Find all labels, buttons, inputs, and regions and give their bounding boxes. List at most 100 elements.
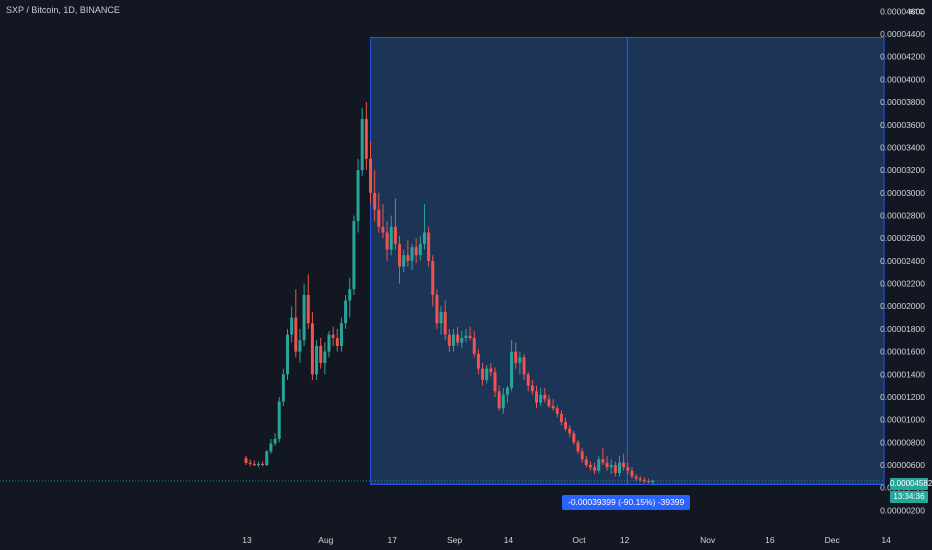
candle-body: [310, 323, 314, 375]
candle-body: [568, 428, 572, 434]
candle-body: [638, 478, 642, 480]
candle-body: [298, 340, 302, 352]
time-tick-label: Oct: [572, 535, 586, 545]
candle-body: [642, 479, 646, 481]
time-tick-label: Aug: [318, 535, 333, 545]
candle-body: [373, 192, 377, 210]
candle-body: [389, 226, 393, 250]
candle-body: [626, 467, 630, 471]
chart-legend: SXP / Bitcoin, 1D, BINANCE: [6, 5, 120, 15]
candle-body: [294, 317, 298, 352]
price-tick-label: 0.00003600: [880, 120, 925, 130]
legend-sep-1: ,: [58, 5, 64, 15]
candle-body: [559, 413, 563, 422]
price-tick-label: 0.00003400: [880, 142, 925, 152]
candle-body: [327, 334, 331, 352]
candle-body: [510, 351, 514, 388]
candle-body: [597, 459, 601, 471]
time-tick-label: Nov: [700, 535, 716, 545]
candles-group: [244, 102, 655, 485]
candle-body: [360, 119, 364, 171]
last-price-tag: 0.00004582: [890, 478, 932, 490]
price-tick-label: 0.00004400: [880, 29, 925, 39]
candle-body: [252, 463, 256, 466]
candle-body: [244, 458, 248, 463]
time-tick-label: 14: [881, 535, 891, 545]
candle-body: [369, 158, 372, 193]
time-tick-label: 12: [620, 535, 630, 545]
price-tick-label: 0.00002400: [880, 256, 925, 266]
candle-body: [281, 374, 285, 402]
time-tick-label: Dec: [825, 535, 841, 545]
candle-body: [460, 337, 464, 343]
candle-body: [398, 243, 402, 267]
candle-body: [514, 351, 518, 363]
candle-body: [290, 317, 294, 335]
candle-body: [385, 232, 389, 250]
time-tick-label: 13: [242, 535, 252, 545]
candle-body: [261, 463, 265, 466]
candle-body: [286, 334, 289, 375]
price-tick-label: 0.00001000: [880, 415, 925, 425]
candle-body: [580, 451, 584, 460]
candle-body: [472, 337, 476, 354]
candle-body: [306, 294, 310, 324]
price-tick-label: 0.00002000: [880, 301, 925, 311]
bar-countdown-tag: 13:34:36: [890, 491, 928, 503]
price-tick-label: 0.00002600: [880, 233, 925, 243]
time-tick-label: Sep: [447, 535, 462, 545]
candle-body: [485, 368, 489, 380]
candle-body: [364, 119, 368, 159]
candle-body: [601, 459, 605, 463]
candle-body: [576, 442, 580, 452]
legend-exchange: BINANCE: [79, 5, 120, 15]
candle-body: [265, 451, 269, 466]
price-axis-unit: BTC: [909, 7, 924, 16]
measure-label: -0.00039399 (-90.15%) -39399: [562, 495, 691, 510]
candle-body: [447, 334, 451, 346]
candle-body: [393, 226, 397, 244]
candle-body: [476, 353, 480, 369]
candle-body: [497, 391, 501, 409]
candle-body: [348, 289, 352, 301]
price-tick-label: 0.00000800: [880, 437, 925, 447]
candle-body: [277, 401, 281, 439]
candle-body: [468, 335, 472, 338]
candle-body: [530, 385, 534, 392]
candle-body: [605, 462, 609, 468]
candle-body: [593, 467, 597, 471]
price-tick-label: 0.00001600: [880, 347, 925, 357]
candle-body: [315, 345, 319, 375]
candle-body: [651, 480, 655, 483]
candle-body: [443, 311, 447, 335]
candle-body: [406, 255, 410, 261]
candle-body: [535, 391, 538, 403]
candle-body: [630, 470, 634, 477]
candle-body: [356, 170, 360, 222]
price-tick-label: 0.00004000: [880, 74, 925, 84]
legend-sep-2: ,: [74, 5, 80, 15]
candle-body: [418, 243, 422, 256]
candle-body: [481, 368, 485, 380]
time-axis: 13 Aug 17 Sep 14 Oct 12 Nov 16 Dec 14: [242, 535, 891, 545]
candle-body: [555, 408, 559, 414]
candle-body: [352, 221, 356, 290]
legend-symbol: SXP / Bitcoin: [6, 5, 59, 15]
price-tick-label: 0.00004600: [880, 6, 925, 16]
price-tick-label: 0.00004200: [880, 52, 925, 62]
candle-body: [248, 462, 252, 464]
candle-body: [456, 334, 460, 343]
time-tick-label: 16: [765, 535, 775, 545]
time-tick-label: 17: [388, 535, 398, 545]
candle-body: [335, 337, 339, 346]
price-tick-label: 0.00002800: [880, 210, 925, 220]
candle-body: [588, 465, 592, 468]
candle-body: [319, 345, 323, 363]
candle-body: [339, 323, 343, 346]
price-tick-label: 0.00003800: [880, 97, 925, 107]
legend-interval: 1D: [63, 5, 75, 15]
candle-body: [435, 294, 439, 324]
candle-body: [526, 374, 530, 386]
candle-body: [344, 300, 348, 324]
